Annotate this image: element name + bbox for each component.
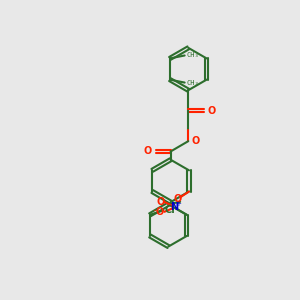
- Text: Cl: Cl: [164, 206, 175, 215]
- Text: N: N: [170, 202, 178, 212]
- Text: O: O: [173, 194, 181, 204]
- Text: CH₃: CH₃: [186, 52, 199, 59]
- Text: O: O: [143, 146, 152, 157]
- Text: ⁻: ⁻: [153, 208, 158, 218]
- Text: O: O: [157, 197, 165, 207]
- Text: O: O: [156, 207, 164, 218]
- Text: +: +: [176, 201, 182, 207]
- Text: O: O: [207, 106, 216, 116]
- Text: CH₃: CH₃: [186, 80, 199, 85]
- Text: O: O: [191, 136, 200, 146]
